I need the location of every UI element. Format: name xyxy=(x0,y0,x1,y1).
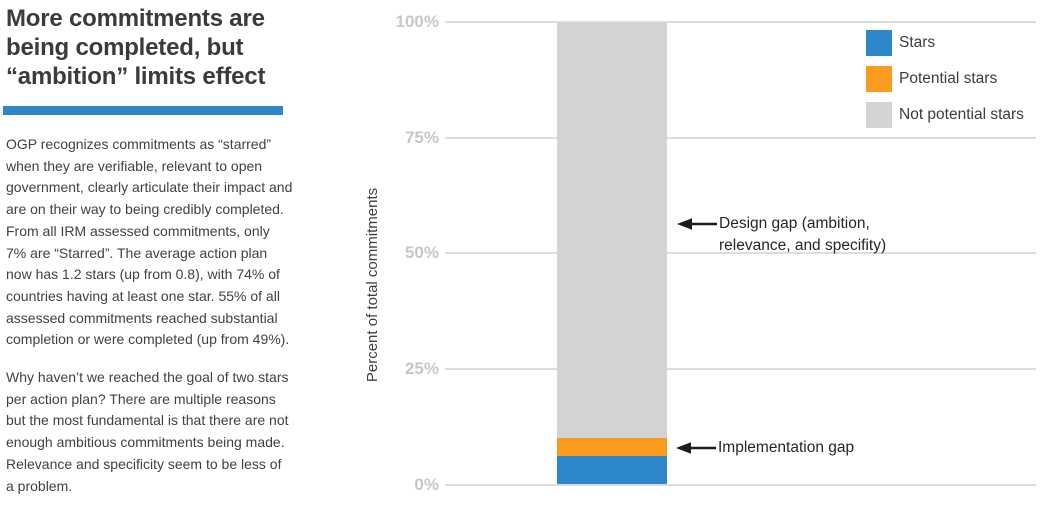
implementation-gap-label: Implementation gap xyxy=(718,439,855,456)
paragraph-starred-stats: OGP recognizes commitments as “starred” … xyxy=(6,136,293,348)
legend-label-potential-stars: Potential stars xyxy=(899,70,998,87)
y-tick-75: 75% xyxy=(404,128,439,147)
legend-item-potential-stars: Potential stars xyxy=(866,66,1024,92)
gridline-50 xyxy=(445,252,1036,254)
gridline-25 xyxy=(445,368,1036,370)
page-title: More commitments are being completed, bu… xyxy=(6,5,266,90)
legend-swatch-not-potential-stars-icon xyxy=(866,102,892,128)
title-underline xyxy=(3,106,283,115)
legend-item-not-potential-stars: Not potential stars xyxy=(866,102,1024,128)
y-tick-50: 50% xyxy=(404,243,439,262)
bar-segment-potential-stars xyxy=(557,437,667,457)
gridline-100 xyxy=(445,21,1036,23)
y-tick-25: 25% xyxy=(404,359,439,378)
legend-swatch-potential-stars-icon xyxy=(866,66,892,92)
legend-swatch-stars-icon xyxy=(866,30,892,56)
design-gap-label: Design gap (ambition, relevance, and spe… xyxy=(719,215,887,254)
legend-label-stars: Stars xyxy=(899,34,936,51)
bar-segment-stars xyxy=(557,456,667,484)
legend-label-not-potential-stars: Not potential stars xyxy=(899,106,1024,123)
gridline-0 xyxy=(445,484,1036,486)
legend-item-stars: Stars xyxy=(866,30,1024,56)
bar-segment-not-potential-stars xyxy=(557,22,667,438)
legend: Stars Potential stars Not potential star… xyxy=(866,30,1024,128)
y-tick-0: 0% xyxy=(414,475,439,494)
y-axis-title: Percent of total commitments xyxy=(364,187,381,383)
paragraph-ambition-gap: Why haven’t we reached the goal of two s… xyxy=(6,369,289,494)
implementation-gap-arrow-icon xyxy=(676,442,716,454)
gridline-75 xyxy=(445,137,1036,139)
y-tick-100: 100% xyxy=(395,12,439,31)
design-gap-arrow-icon xyxy=(677,218,717,230)
